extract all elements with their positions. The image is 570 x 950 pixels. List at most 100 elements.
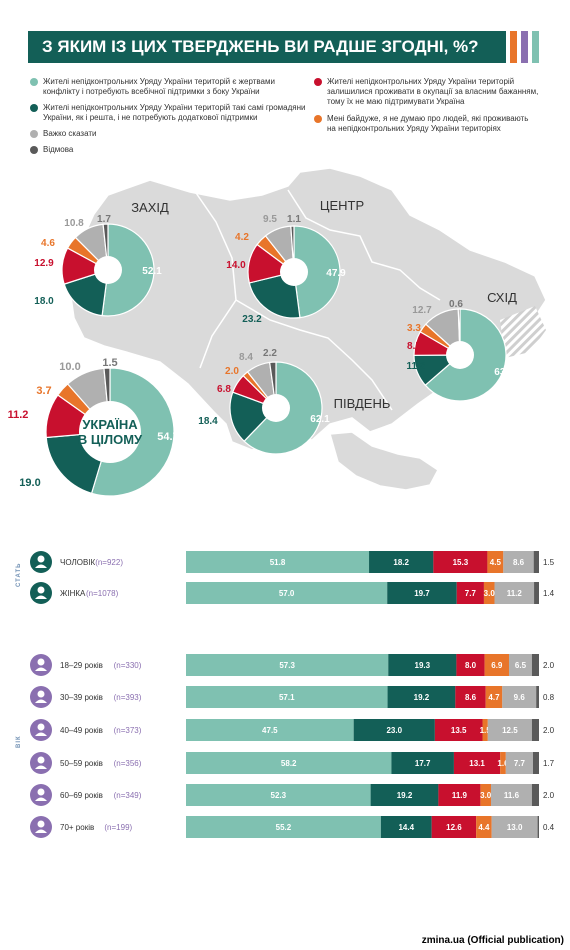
bar-row-label: 70+ років xyxy=(60,823,94,832)
pie-slice-label: 8.4 xyxy=(239,352,253,363)
pie-slice-label: 2.2 xyxy=(263,348,277,359)
bar-segment xyxy=(487,551,504,573)
bar-row: 18–29 років (n=330) 57.3 19.3 8.0 6.9 6.5 2.0 xyxy=(30,654,555,676)
legend-text: України, як і решта, і не потребують дод… xyxy=(43,113,258,122)
pie-slice-label: 4.6 xyxy=(41,238,55,249)
bar-row-label: 18–29 років xyxy=(60,661,103,670)
bar-refusal-label: 0.8 xyxy=(543,693,555,702)
bar-row: 30–39 років (n=393) 57.1 19.2 8.6 4.7 9.6 0.8 xyxy=(30,686,555,708)
pie-slice xyxy=(63,269,109,317)
bar-segment xyxy=(391,752,454,774)
pie-slice-label: 19.0 xyxy=(19,477,40,489)
side-label-age: ВІК xyxy=(16,735,22,748)
pie-chart: 63.6 11.3 8.5 3.3 12.7 0.6 СХІД xyxy=(407,290,517,402)
bar-segment xyxy=(438,784,481,806)
bar-row-n: (n=349) xyxy=(114,791,142,800)
bar-segment-label: 19.2 xyxy=(414,693,430,702)
legend-swatch xyxy=(30,78,38,86)
bar-row-label: 30–39 років xyxy=(60,693,103,702)
pie-slice-label: 2.0 xyxy=(225,366,239,377)
bar-segment-label: 3.0 xyxy=(480,791,492,800)
bar-segment xyxy=(186,784,371,806)
bar-segment xyxy=(353,719,435,741)
bar-segment-label: 3.0 xyxy=(484,589,496,598)
bar-segment xyxy=(186,654,389,676)
bar-segment xyxy=(456,582,484,604)
bar-segment-label: 13.5 xyxy=(451,726,467,735)
pie-hole xyxy=(446,341,474,369)
bar-segment xyxy=(500,752,506,774)
bar-segment xyxy=(456,654,485,676)
bar-segment-label: 55.2 xyxy=(276,823,292,832)
bar-segment xyxy=(534,582,539,604)
bar-segment-label: 11.9 xyxy=(452,791,468,800)
pie-chart: 47.9 23.2 14.0 4.2 9.5 1.1 ЦЕНТР xyxy=(226,198,364,325)
person-icon xyxy=(30,719,52,741)
pie-slice-label: 63.6 xyxy=(494,367,514,378)
legend-text: Мені байдуже, я не думаю про людей, які … xyxy=(327,114,529,123)
bar-row-n: (n=356) xyxy=(114,759,142,768)
accent-bar-orange xyxy=(510,31,517,63)
bar-row-n: (n=199) xyxy=(104,823,132,832)
bar-segment xyxy=(186,582,388,604)
bar-segment xyxy=(505,752,533,774)
bar-row: ЧОЛОВІК (n=922) 51.8 18.2 15.3 4.5 8.6 1.5 xyxy=(30,551,555,573)
bar-segment xyxy=(387,686,456,708)
bar-segment xyxy=(508,654,532,676)
legend-text: Жителі непідконтрольних Уряду України те… xyxy=(43,103,306,112)
pie-chart: 52.1 18.0 12.9 4.6 10.8 1.7 ЗАХІД xyxy=(34,200,169,317)
pie-slice-label: 18.0 xyxy=(34,296,54,307)
pie-slice-label: 1.5 xyxy=(102,357,117,369)
legend-swatch xyxy=(314,115,322,123)
region-title: УКРАЇНА xyxy=(82,417,138,432)
bar-segment-label: 58.2 xyxy=(281,759,297,768)
chart-title: З ЯКИМ ІЗ ЦИХ ТВЕРДЖЕНЬ ВИ РАДШЕ ЗГОДНІ,… xyxy=(28,31,506,63)
pie-slice-label: 0.6 xyxy=(449,299,463,310)
bar-segment-label: 14.4 xyxy=(398,823,414,832)
pie-slice-label: 6.8 xyxy=(217,384,231,395)
bar-refusal-label: 1.4 xyxy=(543,589,555,598)
side-label-sex: СТАТЬ xyxy=(16,562,22,587)
bar-segment xyxy=(388,654,457,676)
bar-row: 70+ років (n=199) 55.2 14.4 12.6 4.4 13.0 0.4 xyxy=(30,816,555,838)
person-icon xyxy=(30,816,52,838)
bar-segment-label: 19.2 xyxy=(397,791,413,800)
pie-slice xyxy=(293,225,341,319)
bar-refusal-label: 0.4 xyxy=(543,823,555,832)
bar-refusal-label: 1.7 xyxy=(543,759,555,768)
legend-text: тому їх не маю підтримувати Україна xyxy=(327,97,465,106)
legend-swatch xyxy=(30,130,38,138)
bar-segment-label: 1.5 xyxy=(480,726,492,735)
region-title: СХІД xyxy=(487,290,517,305)
person-icon xyxy=(30,654,52,676)
bar-row-n: (n=1078) xyxy=(86,589,119,598)
pie-slice-label: 1.1 xyxy=(287,214,301,225)
bar-segment-label: 13.0 xyxy=(507,823,523,832)
bar-segment-label: 11.2 xyxy=(507,589,523,598)
pie-slice-label: 12.9 xyxy=(34,258,54,269)
bar-segment-label: 17.7 xyxy=(415,759,431,768)
legend-text: Відмова xyxy=(43,145,74,154)
bar-segment xyxy=(487,719,532,741)
female-icon xyxy=(30,582,52,604)
bar-segment xyxy=(537,816,539,838)
bar-row-label: ЖІНКА xyxy=(60,589,86,598)
male-icon xyxy=(30,551,52,573)
bar-segment xyxy=(483,582,495,604)
bar-row-n: (n=330) xyxy=(114,661,142,670)
bar-segment-label: 13.1 xyxy=(469,759,485,768)
bar-segment xyxy=(186,686,388,708)
bar-segment xyxy=(186,719,354,741)
pie-slice-label: 52.1 xyxy=(142,266,162,277)
bar-refusal-label: 2.0 xyxy=(543,791,555,800)
bar-row: 60–69 років (n=349) 52.3 19.2 11.9 3.0 11.6 2.0 xyxy=(30,784,555,806)
legend-text: Важко сказати xyxy=(43,129,97,138)
bar-segment-label: 12.5 xyxy=(502,726,518,735)
legend-text: конфлікту і потребують всебічної підтрим… xyxy=(43,87,260,96)
bar-segment xyxy=(476,816,492,838)
bar-row-n: (n=922) xyxy=(95,558,123,567)
bar-segment xyxy=(186,752,392,774)
bar-segment xyxy=(491,816,538,838)
bar-segment xyxy=(531,784,539,806)
